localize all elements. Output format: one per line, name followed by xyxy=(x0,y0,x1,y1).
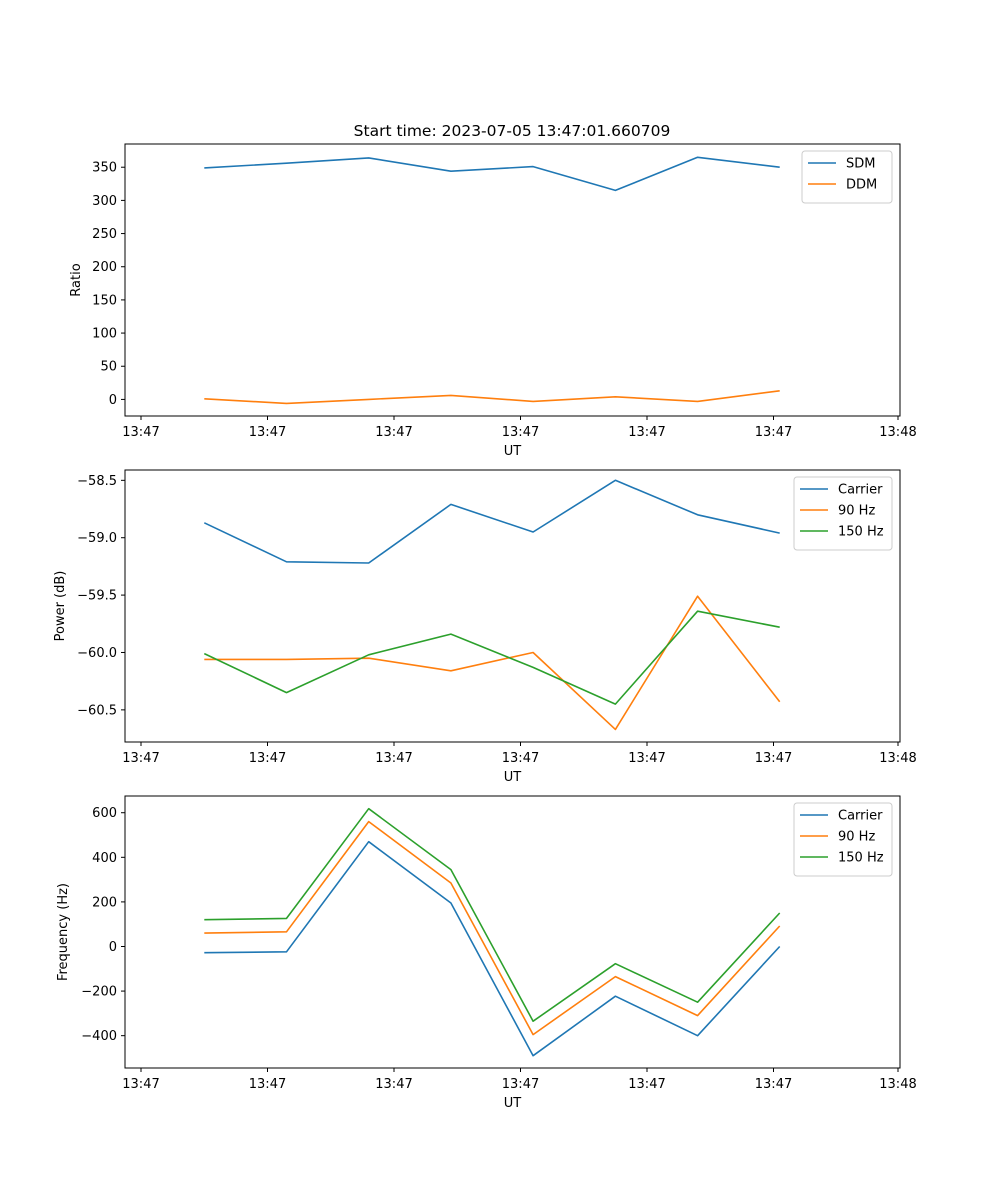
series-line-ddm xyxy=(204,390,780,405)
y-tick-label: −60.5 xyxy=(77,703,117,718)
y-tick-label: 0 xyxy=(109,940,117,955)
x-tick-label: 13:47 xyxy=(755,1077,792,1092)
panel-1: 0 50 100 150 200 250 300 350 13:47 13:47 13:47 13:4… xyxy=(69,143,917,459)
y-tick-label: −59.5 xyxy=(77,589,117,604)
x-tick-label: 13:47 xyxy=(249,751,286,766)
x-tick-label: 13:47 xyxy=(375,1077,412,1092)
chart-panels: 0 50 100 150 200 250 300 350 13:47 13:47 13:47 13:4… xyxy=(53,143,917,1111)
plot-area-frame xyxy=(124,469,901,743)
series-line-150-hz xyxy=(203,610,780,705)
x-tick-label: 13:47 xyxy=(502,1077,539,1092)
chart-title: Start time: 2023-07-05 13:47:01.660709 xyxy=(354,122,671,140)
x-tick-label: 13:47 xyxy=(122,751,159,766)
series-line-90-hz xyxy=(204,595,781,731)
legend-label: 150 Hz xyxy=(838,525,884,540)
x-axis-label: UT xyxy=(504,1096,522,1111)
y-tick-label: −400 xyxy=(81,1029,117,1044)
legend-label: 150 Hz xyxy=(838,851,884,866)
x-tick-label: 13:47 xyxy=(249,1077,286,1092)
plot-area-frame xyxy=(124,795,901,1069)
y-tick-label: 350 xyxy=(92,161,117,176)
y-axis-label: Power (dB) xyxy=(53,571,68,642)
series-line-90-hz xyxy=(204,820,781,1036)
y-tick-label: 600 xyxy=(92,806,117,821)
series-line-150-hz xyxy=(204,807,781,1023)
x-tick-label: 13:48 xyxy=(879,425,916,440)
y-tick-label: 200 xyxy=(92,260,117,275)
y-axis-label: Frequency (Hz) xyxy=(56,883,71,981)
y-tick-label: 200 xyxy=(92,895,117,910)
legend-box xyxy=(801,150,893,204)
x-tick-label: 13:47 xyxy=(755,425,792,440)
x-tick-label: 13:47 xyxy=(628,425,665,440)
series-line-sdm xyxy=(204,156,780,192)
x-tick-label: 13:47 xyxy=(375,425,412,440)
y-tick-label: 250 xyxy=(92,227,117,242)
legend-label: Carrier xyxy=(838,809,883,824)
legend-label: DDM xyxy=(846,178,877,193)
x-axis-label: UT xyxy=(504,444,522,459)
y-tick-label: 300 xyxy=(92,194,117,209)
y-axis-label: Ratio xyxy=(69,263,84,296)
legend-label: Carrier xyxy=(838,483,883,498)
series-line-carrier xyxy=(204,840,781,1057)
y-tick-label: 400 xyxy=(92,851,117,866)
series-line-carrier xyxy=(203,479,780,564)
x-tick-label: 13:47 xyxy=(122,1077,159,1092)
x-tick-label: 13:48 xyxy=(879,751,916,766)
y-tick-label: 50 xyxy=(100,360,117,375)
panel-2: −60.5 −60.0 −59.5 −59.0 −58.5 13:47 13:47 13:47… xyxy=(53,469,917,785)
plot-area-frame xyxy=(124,143,901,417)
x-tick-label: 13:47 xyxy=(122,425,159,440)
x-tick-label: 13:47 xyxy=(502,751,539,766)
legend-label: SDM xyxy=(846,157,875,172)
y-tick-label: 0 xyxy=(109,393,117,408)
x-tick-label: 13:48 xyxy=(879,1077,916,1092)
y-tick-label: 150 xyxy=(92,293,117,308)
x-tick-label: 13:47 xyxy=(249,425,286,440)
y-tick-label: −58.5 xyxy=(77,474,117,489)
y-tick-label: −200 xyxy=(81,985,117,1000)
legend-label: 90 Hz xyxy=(838,504,875,519)
panel-3: −400 −200 0 200 400 600 13:47 13:47 13:47 13:47 13… xyxy=(56,795,917,1111)
x-tick-label: 13:47 xyxy=(628,751,665,766)
x-axis-label: UT xyxy=(504,770,522,785)
y-tick-label: 100 xyxy=(92,327,117,342)
x-tick-label: 13:47 xyxy=(502,425,539,440)
y-tick-label: −59.0 xyxy=(77,531,117,546)
legend-label: 90 Hz xyxy=(838,830,875,845)
y-tick-label: −60.0 xyxy=(77,646,117,661)
x-tick-label: 13:47 xyxy=(755,751,792,766)
x-tick-label: 13:47 xyxy=(375,751,412,766)
x-tick-label: 13:47 xyxy=(628,1077,665,1092)
